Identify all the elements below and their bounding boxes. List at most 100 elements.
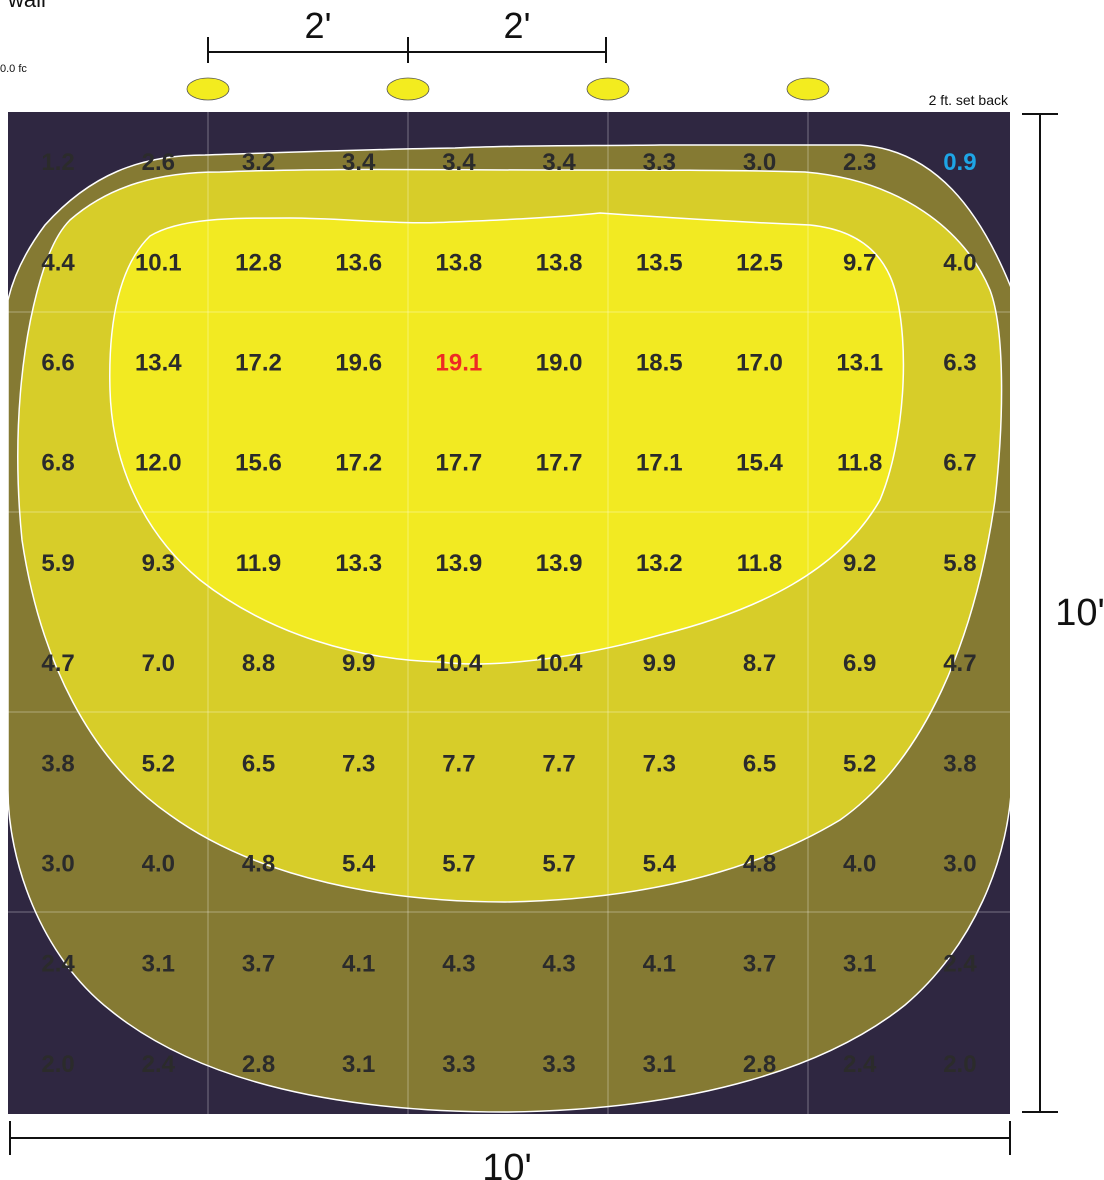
illuminance-value: 12.0 (135, 450, 182, 477)
fixture-icon (786, 77, 830, 101)
illuminance-value: 3.0 (943, 851, 976, 878)
illuminance-value: 11.8 (737, 550, 782, 577)
illuminance-value: 17.2 (335, 450, 382, 477)
illuminance-value: 12.5 (736, 249, 783, 276)
spacing-label-right: 2' (504, 5, 531, 46)
illuminance-value: 4.0 (943, 249, 976, 276)
illuminance-value: 4.3 (442, 951, 475, 978)
fixture-icon (186, 77, 230, 101)
fixture-icon (586, 77, 630, 101)
illuminance-value: 13.5 (636, 249, 683, 276)
illuminance-value: 18.5 (636, 350, 683, 377)
setback-label: 2 ft. set back (929, 92, 1009, 108)
illuminance-value: 11.8 (837, 450, 882, 477)
illuminance-value: 17.2 (235, 350, 282, 377)
illuminance-value: 13.4 (135, 350, 182, 377)
illuminance-value: 19.0 (536, 350, 583, 377)
illuminance-value: 13.9 (536, 550, 583, 577)
illuminance-value: 7.3 (643, 750, 676, 777)
illuminance-value: 3.0 (743, 149, 776, 176)
illuminance-value: 6.8 (41, 450, 74, 477)
illuminance-value: 7.7 (542, 750, 575, 777)
illuminance-value: 4.4 (41, 249, 75, 276)
illuminance-value: 11.9 (236, 550, 281, 577)
illuminance-value: 19.1 (436, 350, 483, 377)
illuminance-value: 3.1 (643, 1051, 676, 1078)
legend-label: 0.0 fc (0, 63, 27, 75)
illuminance-value: 4.7 (943, 650, 976, 677)
illuminance-value: 1.2 (41, 149, 74, 176)
illuminance-value: 17.1 (636, 450, 683, 477)
fixture-spacing-dimension (207, 37, 607, 63)
illuminance-value: 5.9 (41, 550, 74, 577)
illuminance-value: 2.4 (41, 951, 75, 978)
illuminance-value: 4.0 (843, 851, 876, 878)
illuminance-value: 6.5 (242, 750, 275, 777)
illuminance-value: 5.2 (142, 750, 175, 777)
illuminance-value: 5.7 (542, 851, 575, 878)
illuminance-value: 5.8 (943, 550, 976, 577)
illuminance-value: 17.7 (436, 450, 483, 477)
illuminance-values: 1.2 2.6 3.2 3.4 3.4 3.4 3.3 3.0 2.3 0.9 4.4 10.1 12.… (41, 149, 977, 1078)
illuminance-value: 10.4 (536, 650, 583, 677)
illuminance-value: 15.4 (736, 450, 783, 477)
illuminance-value: 6.6 (41, 350, 74, 377)
illuminance-value: 3.2 (242, 149, 275, 176)
illuminance-value: 3.8 (41, 750, 74, 777)
illuminance-value: 9.7 (843, 249, 876, 276)
illuminance-value: 13.9 (436, 550, 483, 577)
illuminance-value: 4.3 (542, 951, 575, 978)
illuminance-value: 4.8 (743, 851, 776, 878)
illuminance-value: 3.3 (542, 1051, 575, 1078)
illuminance-value: 4.8 (242, 851, 275, 878)
illuminance-value: 3.4 (342, 149, 376, 176)
illuminance-value: 6.5 (743, 750, 776, 777)
illuminance-value: 2.8 (242, 1051, 275, 1078)
height-label: 10' (1055, 592, 1104, 634)
illuminance-value: 9.3 (142, 550, 175, 577)
wall-label: wall (7, 0, 46, 12)
illuminance-value: 3.7 (743, 951, 776, 978)
illuminance-value: 2.4 (943, 951, 977, 978)
grid-lines (8, 112, 1010, 1114)
illuminance-value: 6.3 (943, 350, 976, 377)
illuminance-value: 13.1 (836, 350, 883, 377)
illuminance-value: 9.2 (843, 550, 876, 577)
illuminance-value: 2.3 (843, 149, 876, 176)
illuminance-value: 5.2 (843, 750, 876, 777)
illuminance-value: 13.6 (335, 249, 382, 276)
illuminance-value: 9.9 (342, 650, 375, 677)
illuminance-value: 17.0 (736, 350, 783, 377)
illuminance-value: 17.7 (536, 450, 583, 477)
illuminance-value: 2.8 (743, 1051, 776, 1078)
illuminance-value: 2.4 (843, 1051, 877, 1078)
width-dimension (9, 1121, 1011, 1155)
illuminance-value: 4.1 (342, 951, 375, 978)
illuminance-value: 3.1 (843, 951, 876, 978)
illuminance-value: 13.2 (636, 550, 683, 577)
illuminance-area (8, 112, 1010, 1114)
illuminance-value: 5.4 (342, 851, 376, 878)
illuminance-value: 5.7 (442, 851, 475, 878)
illuminance-value: 2.0 (943, 1051, 976, 1078)
illuminance-value: 15.6 (235, 450, 282, 477)
illuminance-value: 13.8 (536, 249, 583, 276)
illuminance-value: 4.7 (41, 650, 74, 677)
height-dimension (1022, 113, 1058, 1113)
illuminance-value: 3.4 (542, 149, 576, 176)
illuminance-value: 10.4 (436, 650, 483, 677)
illuminance-value: 10.1 (135, 249, 182, 276)
illuminance-value: 4.1 (643, 951, 676, 978)
illuminance-value: 3.4 (442, 149, 476, 176)
contour-inner (109, 212, 905, 665)
illuminance-value: 0.9 (943, 149, 976, 176)
illuminance-value: 8.7 (743, 650, 776, 677)
illuminance-value: 3.7 (242, 951, 275, 978)
illuminance-value: 13.8 (436, 249, 483, 276)
illuminance-value: 3.3 (442, 1051, 475, 1078)
illuminance-value: 4.0 (142, 851, 175, 878)
illuminance-value: 7.7 (442, 750, 475, 777)
illuminance-value: 7.3 (342, 750, 375, 777)
illuminance-value: 2.0 (41, 1051, 74, 1078)
